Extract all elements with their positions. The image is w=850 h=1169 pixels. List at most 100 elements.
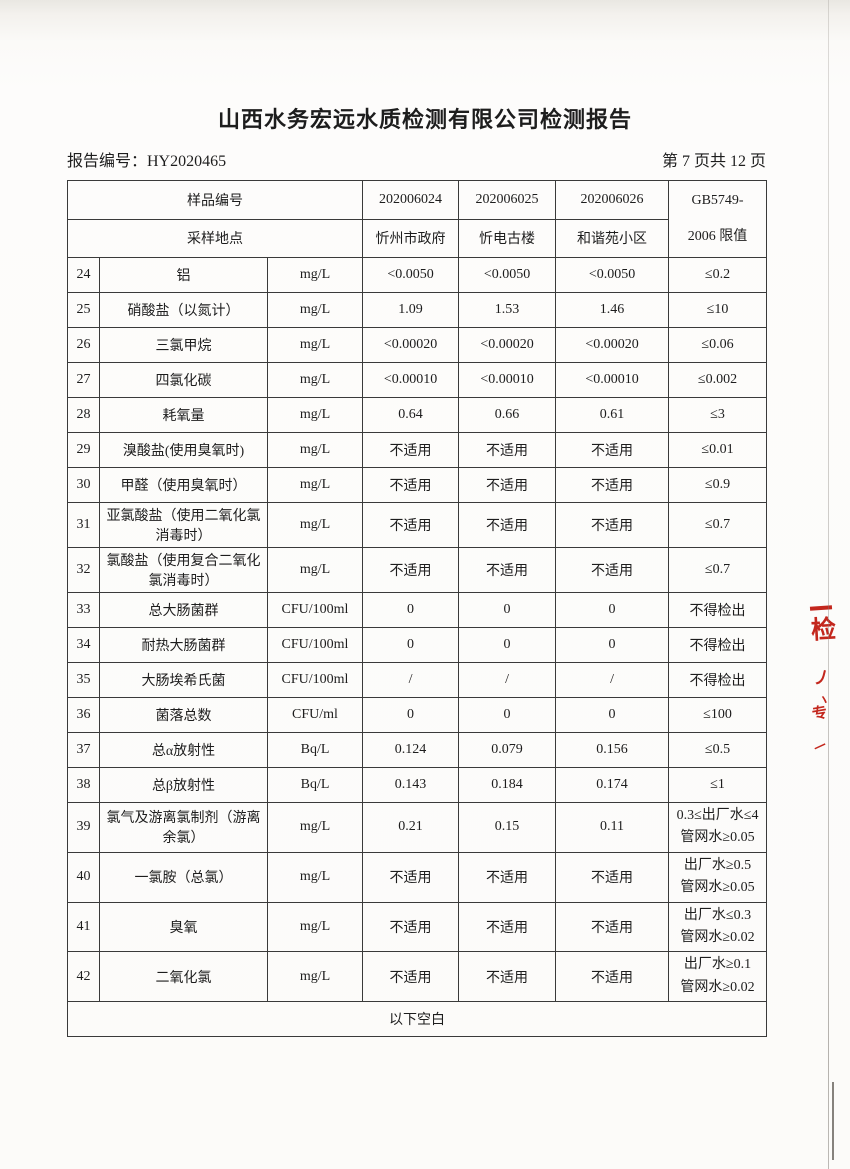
unit: CFU/100ml bbox=[266, 662, 364, 698]
row-number: 39 bbox=[67, 802, 100, 853]
value-sample-3: 0.61 bbox=[555, 397, 670, 433]
value-sample-1: 不适用 bbox=[362, 851, 460, 903]
row-number: 35 bbox=[67, 662, 100, 698]
unit: mg/L bbox=[266, 397, 364, 433]
parameter-name: 硝酸盐（以氮计） bbox=[99, 292, 268, 328]
value-sample-3: <0.00020 bbox=[555, 327, 670, 363]
limit: ≤10 bbox=[668, 292, 768, 328]
limit: ≤0.002 bbox=[668, 362, 768, 398]
row-number: 25 bbox=[67, 292, 100, 328]
table-row: 31 亚氯酸盐（使用二氧化氯消毒时） mg/L 不适用 不适用 不适用 ≤0.7 bbox=[67, 502, 768, 548]
row-number: 36 bbox=[67, 697, 100, 733]
value-sample-1: 不适用 bbox=[362, 547, 460, 593]
value-sample-2: <0.0050 bbox=[458, 257, 557, 293]
parameter-name: 菌落总数 bbox=[99, 697, 268, 733]
parameter-name: 溴酸盐(使用臭氧时) bbox=[99, 432, 268, 468]
parameter-name: 总大肠菌群 bbox=[99, 592, 268, 628]
value-sample-2: 不适用 bbox=[458, 851, 557, 903]
table-row: 30 甲醛（使用臭氧时） mg/L 不适用 不适用 不适用 ≤0.9 bbox=[67, 467, 768, 503]
value-sample-1: 0.21 bbox=[362, 802, 460, 853]
unit: mg/L bbox=[266, 467, 364, 503]
parameter-name: 氯气及游离氯制剂（游离余氯） bbox=[99, 802, 268, 853]
table-row: 38 总β放射性 Bq/L 0.143 0.184 0.174 ≤1 bbox=[67, 767, 768, 803]
value-sample-2: 不适用 bbox=[458, 951, 557, 1003]
limit: 出厂水≥0.5 管网水≥0.05 bbox=[668, 851, 768, 903]
value-sample-2: 1.53 bbox=[458, 292, 557, 328]
table-row: 27 四氯化碳 mg/L <0.00010 <0.00010 <0.00010 ≤0.002 bbox=[67, 362, 768, 398]
table-row: 41 臭氧 mg/L 不适用 不适用 不适用 出厂水≤0.3 管网水≥0.02 bbox=[67, 901, 768, 953]
sample-id-3: 202006026 bbox=[555, 180, 670, 220]
value-sample-2: <0.00020 bbox=[458, 327, 557, 363]
limit: 出厂水≥0.1 管网水≥0.02 bbox=[668, 951, 768, 1003]
row-number: 32 bbox=[67, 547, 100, 593]
value-sample-2: 0.15 bbox=[458, 802, 557, 853]
sample-id-label: 样品编号 bbox=[66, 180, 364, 220]
limit: ≤0.7 bbox=[668, 547, 768, 593]
limit-column-header: GB5749- 2006 限值 bbox=[668, 180, 768, 258]
sample-id-2: 202006025 bbox=[458, 180, 557, 220]
unit: mg/L bbox=[266, 292, 364, 328]
value-sample-1: 0 bbox=[362, 697, 460, 733]
location-3: 和谐苑小区 bbox=[555, 218, 670, 258]
unit: mg/L bbox=[266, 851, 364, 903]
unit: mg/L bbox=[266, 547, 364, 593]
value-sample-3: 0 bbox=[555, 627, 670, 663]
row-number: 26 bbox=[67, 327, 100, 363]
location-label: 采样地点 bbox=[66, 218, 364, 258]
value-sample-1: / bbox=[362, 662, 460, 698]
unit: CFU/100ml bbox=[266, 592, 364, 628]
table-row: 37 总α放射性 Bq/L 0.124 0.079 0.156 ≤0.5 bbox=[67, 732, 768, 768]
limit: 不得检出 bbox=[668, 627, 768, 663]
parameter-name: 总α放射性 bbox=[99, 732, 268, 768]
value-sample-1: 不适用 bbox=[362, 467, 460, 503]
value-sample-2: 0 bbox=[458, 627, 557, 663]
blank-below-note: 以下空白 bbox=[66, 1001, 768, 1038]
results-table-header: 样品编号 202006024 202006025 202006026 GB574… bbox=[66, 180, 768, 258]
unit: CFU/ml bbox=[266, 697, 364, 733]
stamp-glyph: 一 bbox=[811, 738, 829, 756]
unit: mg/L bbox=[266, 257, 364, 293]
table-row: 25 硝酸盐（以氮计） mg/L 1.09 1.53 1.46 ≤10 bbox=[67, 292, 768, 328]
value-sample-2: 0.184 bbox=[458, 767, 557, 803]
value-sample-2: 0.66 bbox=[458, 397, 557, 433]
parameter-name: 亚氯酸盐（使用二氧化氯消毒时） bbox=[99, 502, 268, 548]
scan-fold-line bbox=[828, 0, 829, 1169]
value-sample-1: <0.0050 bbox=[362, 257, 460, 293]
report-number: 报告编号：HY2020465 bbox=[67, 153, 227, 170]
table-row: 33 总大肠菌群 CFU/100ml 0 0 0 不得检出 bbox=[67, 592, 768, 628]
row-number: 37 bbox=[67, 732, 100, 768]
row-number: 41 bbox=[67, 901, 100, 953]
unit: mg/L bbox=[266, 362, 364, 398]
value-sample-1: 0 bbox=[362, 592, 460, 628]
parameter-name: 总β放射性 bbox=[99, 767, 268, 803]
value-sample-1: 0 bbox=[362, 627, 460, 663]
unit: Bq/L bbox=[266, 767, 364, 803]
parameter-name: 三氯甲烷 bbox=[99, 327, 268, 363]
unit: mg/L bbox=[266, 502, 364, 548]
value-sample-1: 不适用 bbox=[362, 901, 460, 953]
unit: mg/L bbox=[266, 432, 364, 468]
value-sample-3: 不适用 bbox=[555, 547, 670, 593]
value-sample-3: 1.46 bbox=[555, 292, 670, 328]
value-sample-3: 0 bbox=[555, 697, 670, 733]
unit: mg/L bbox=[266, 802, 364, 853]
table-row: 26 三氯甲烷 mg/L <0.00020 <0.00020 <0.00020 ≤0.06 bbox=[67, 327, 768, 363]
value-sample-1: <0.00010 bbox=[362, 362, 460, 398]
limit: ≤0.5 bbox=[668, 732, 768, 768]
row-number: 28 bbox=[67, 397, 100, 433]
limit: ≤0.2 bbox=[668, 257, 768, 293]
parameter-name: 耗氧量 bbox=[99, 397, 268, 433]
parameter-name: 甲醛（使用臭氧时） bbox=[99, 467, 268, 503]
value-sample-3: 不适用 bbox=[555, 432, 670, 468]
value-sample-3: 不适用 bbox=[555, 951, 670, 1003]
table-row: 36 菌落总数 CFU/ml 0 0 0 ≤100 bbox=[67, 697, 768, 733]
results-table-body: 24 铝 mg/L <0.0050 <0.0050 <0.0050 ≤0.2 25 硝酸盐（以氮… bbox=[67, 257, 768, 1003]
value-sample-2: 不适用 bbox=[458, 502, 557, 548]
table-row: 35 大肠埃希氏菌 CFU/100ml / / / 不得检出 bbox=[67, 662, 768, 698]
location-1: 忻州市政府 bbox=[362, 218, 460, 258]
limit: 不得检出 bbox=[668, 592, 768, 628]
value-sample-2: 0.079 bbox=[458, 732, 557, 768]
value-sample-2: 不适用 bbox=[458, 547, 557, 593]
stamp-glyph: 检 bbox=[810, 616, 837, 645]
